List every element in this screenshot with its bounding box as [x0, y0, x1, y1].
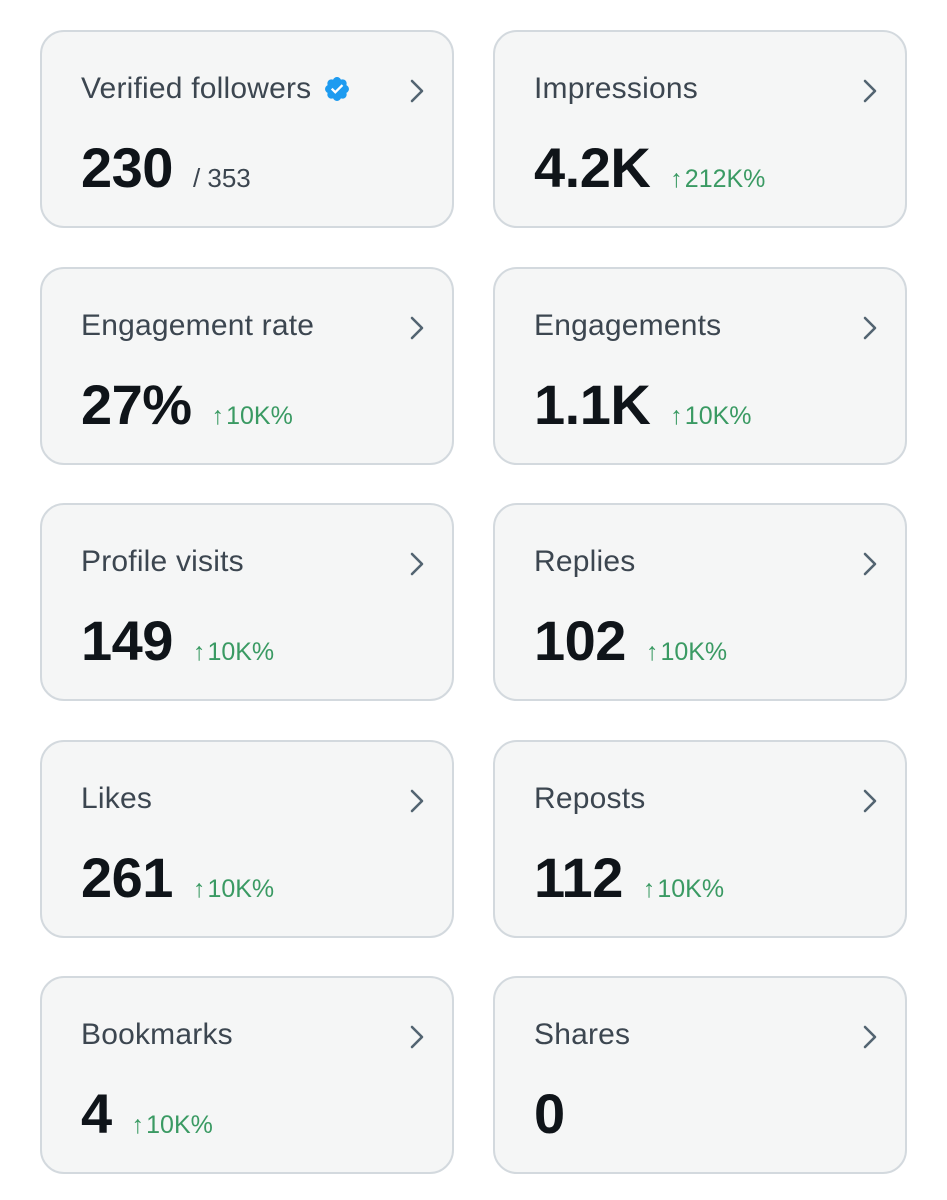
main-value: 149 [81, 609, 173, 672]
card-title: Impressions [534, 72, 698, 105]
chevron-right-icon[interactable] [404, 76, 430, 106]
main-value: 27% [81, 373, 192, 436]
delta-value: 10K% [226, 402, 293, 430]
value-row: 112 ↑ 10K% [534, 846, 724, 910]
card-bookmarks[interactable]: Bookmarks 4 ↑ 10K% [40, 976, 454, 1174]
value-row: 0 [534, 1082, 565, 1146]
delta-value: 10K% [684, 402, 752, 430]
arrow-up-icon: ↑ [670, 165, 683, 193]
card-title: Profile visits [81, 545, 244, 578]
delta-badge: ↑ 10K% [132, 1111, 213, 1140]
card-title: Likes [81, 782, 153, 815]
chevron-right-icon[interactable] [404, 1022, 430, 1052]
card-title: Engagements [534, 309, 722, 342]
card-profile-visits[interactable]: Profile visits 149 ↑ 10K% [40, 503, 454, 701]
card-title: Shares [534, 1018, 631, 1051]
main-value: 4 [81, 1082, 112, 1145]
card-impressions[interactable]: Impressions 4.2K ↑ 212K% [493, 30, 907, 228]
main-value: 102 [534, 609, 626, 672]
card-title: Replies [534, 545, 636, 578]
card-title: Reposts [534, 782, 646, 815]
delta-value: 10K% [207, 638, 275, 666]
delta-badge: ↑ 10K% [193, 638, 274, 667]
arrow-up-icon: ↑ [670, 402, 683, 430]
chevron-right-icon[interactable] [857, 76, 883, 106]
card-title: Bookmarks [81, 1018, 233, 1051]
card-likes[interactable]: Likes 261 ↑ 10K% [40, 740, 454, 938]
card-verified-followers[interactable]: Verified followers 230 / 353 [40, 30, 454, 228]
delta-badge: ↑ 212K% [670, 165, 765, 194]
card-title-wrap: Verified followers [81, 70, 351, 108]
card-engagements[interactable]: Engagements 1.1K ↑ 10K% [493, 267, 907, 465]
chevron-right-icon[interactable] [404, 549, 430, 579]
delta-value: 10K% [207, 875, 275, 903]
delta-badge: ↑ 10K% [643, 875, 724, 904]
arrow-up-icon: ↑ [192, 875, 206, 903]
delta-value: 212K% [684, 165, 766, 193]
value-row: 4.2K ↑ 212K% [534, 136, 765, 200]
card-engagement-rate[interactable]: Engagement rate 27% ↑ 10K% [40, 267, 454, 465]
card-replies[interactable]: Replies 102 ↑ 10K% [493, 503, 907, 701]
chevron-right-icon[interactable] [857, 313, 883, 343]
delta-badge: ↑ 10K% [646, 638, 727, 667]
value-row: 4 ↑ 10K% [81, 1082, 213, 1146]
delta-badge: ↑ 10K% [670, 402, 751, 431]
arrow-up-icon: ↑ [131, 1111, 145, 1139]
value-row: 102 ↑ 10K% [534, 609, 727, 673]
card-title: Verified followers [81, 72, 312, 105]
delta-value: 10K% [146, 1111, 213, 1139]
chevron-right-icon[interactable] [857, 786, 883, 816]
chevron-right-icon[interactable] [404, 786, 430, 816]
arrow-up-icon: ↑ [645, 638, 659, 666]
value-row: 230 / 353 [81, 136, 251, 200]
main-value: 4.2K [534, 136, 651, 199]
value-row: 1.1K ↑ 10K% [534, 373, 752, 437]
main-value: 1.1K [534, 373, 651, 436]
card-shares[interactable]: Shares 0 [493, 976, 907, 1174]
delta-badge: ↑ 10K% [193, 875, 274, 904]
card-title: Engagement rate [81, 309, 315, 342]
main-value: 230 [81, 136, 173, 199]
arrow-up-icon: ↑ [642, 875, 656, 903]
value-row: 149 ↑ 10K% [81, 609, 274, 673]
delta-value: 10K% [657, 875, 725, 903]
arrow-up-icon: ↑ [211, 402, 225, 430]
main-value: 112 [534, 846, 623, 909]
arrow-up-icon: ↑ [192, 638, 206, 666]
chevron-right-icon[interactable] [857, 1022, 883, 1052]
delta-value: 10K% [660, 638, 728, 666]
delta-badge: ↑ 10K% [212, 402, 293, 431]
total-value: / 353 [192, 163, 251, 193]
card-reposts[interactable]: Reposts 112 ↑ 10K% [493, 740, 907, 938]
value-row: 261 ↑ 10K% [81, 846, 274, 910]
value-row: 27% ↑ 10K% [81, 373, 293, 437]
chevron-right-icon[interactable] [404, 313, 430, 343]
main-value: 261 [81, 846, 173, 909]
chevron-right-icon[interactable] [857, 549, 883, 579]
verified-badge-icon [325, 77, 350, 101]
main-value: 0 [534, 1082, 565, 1145]
